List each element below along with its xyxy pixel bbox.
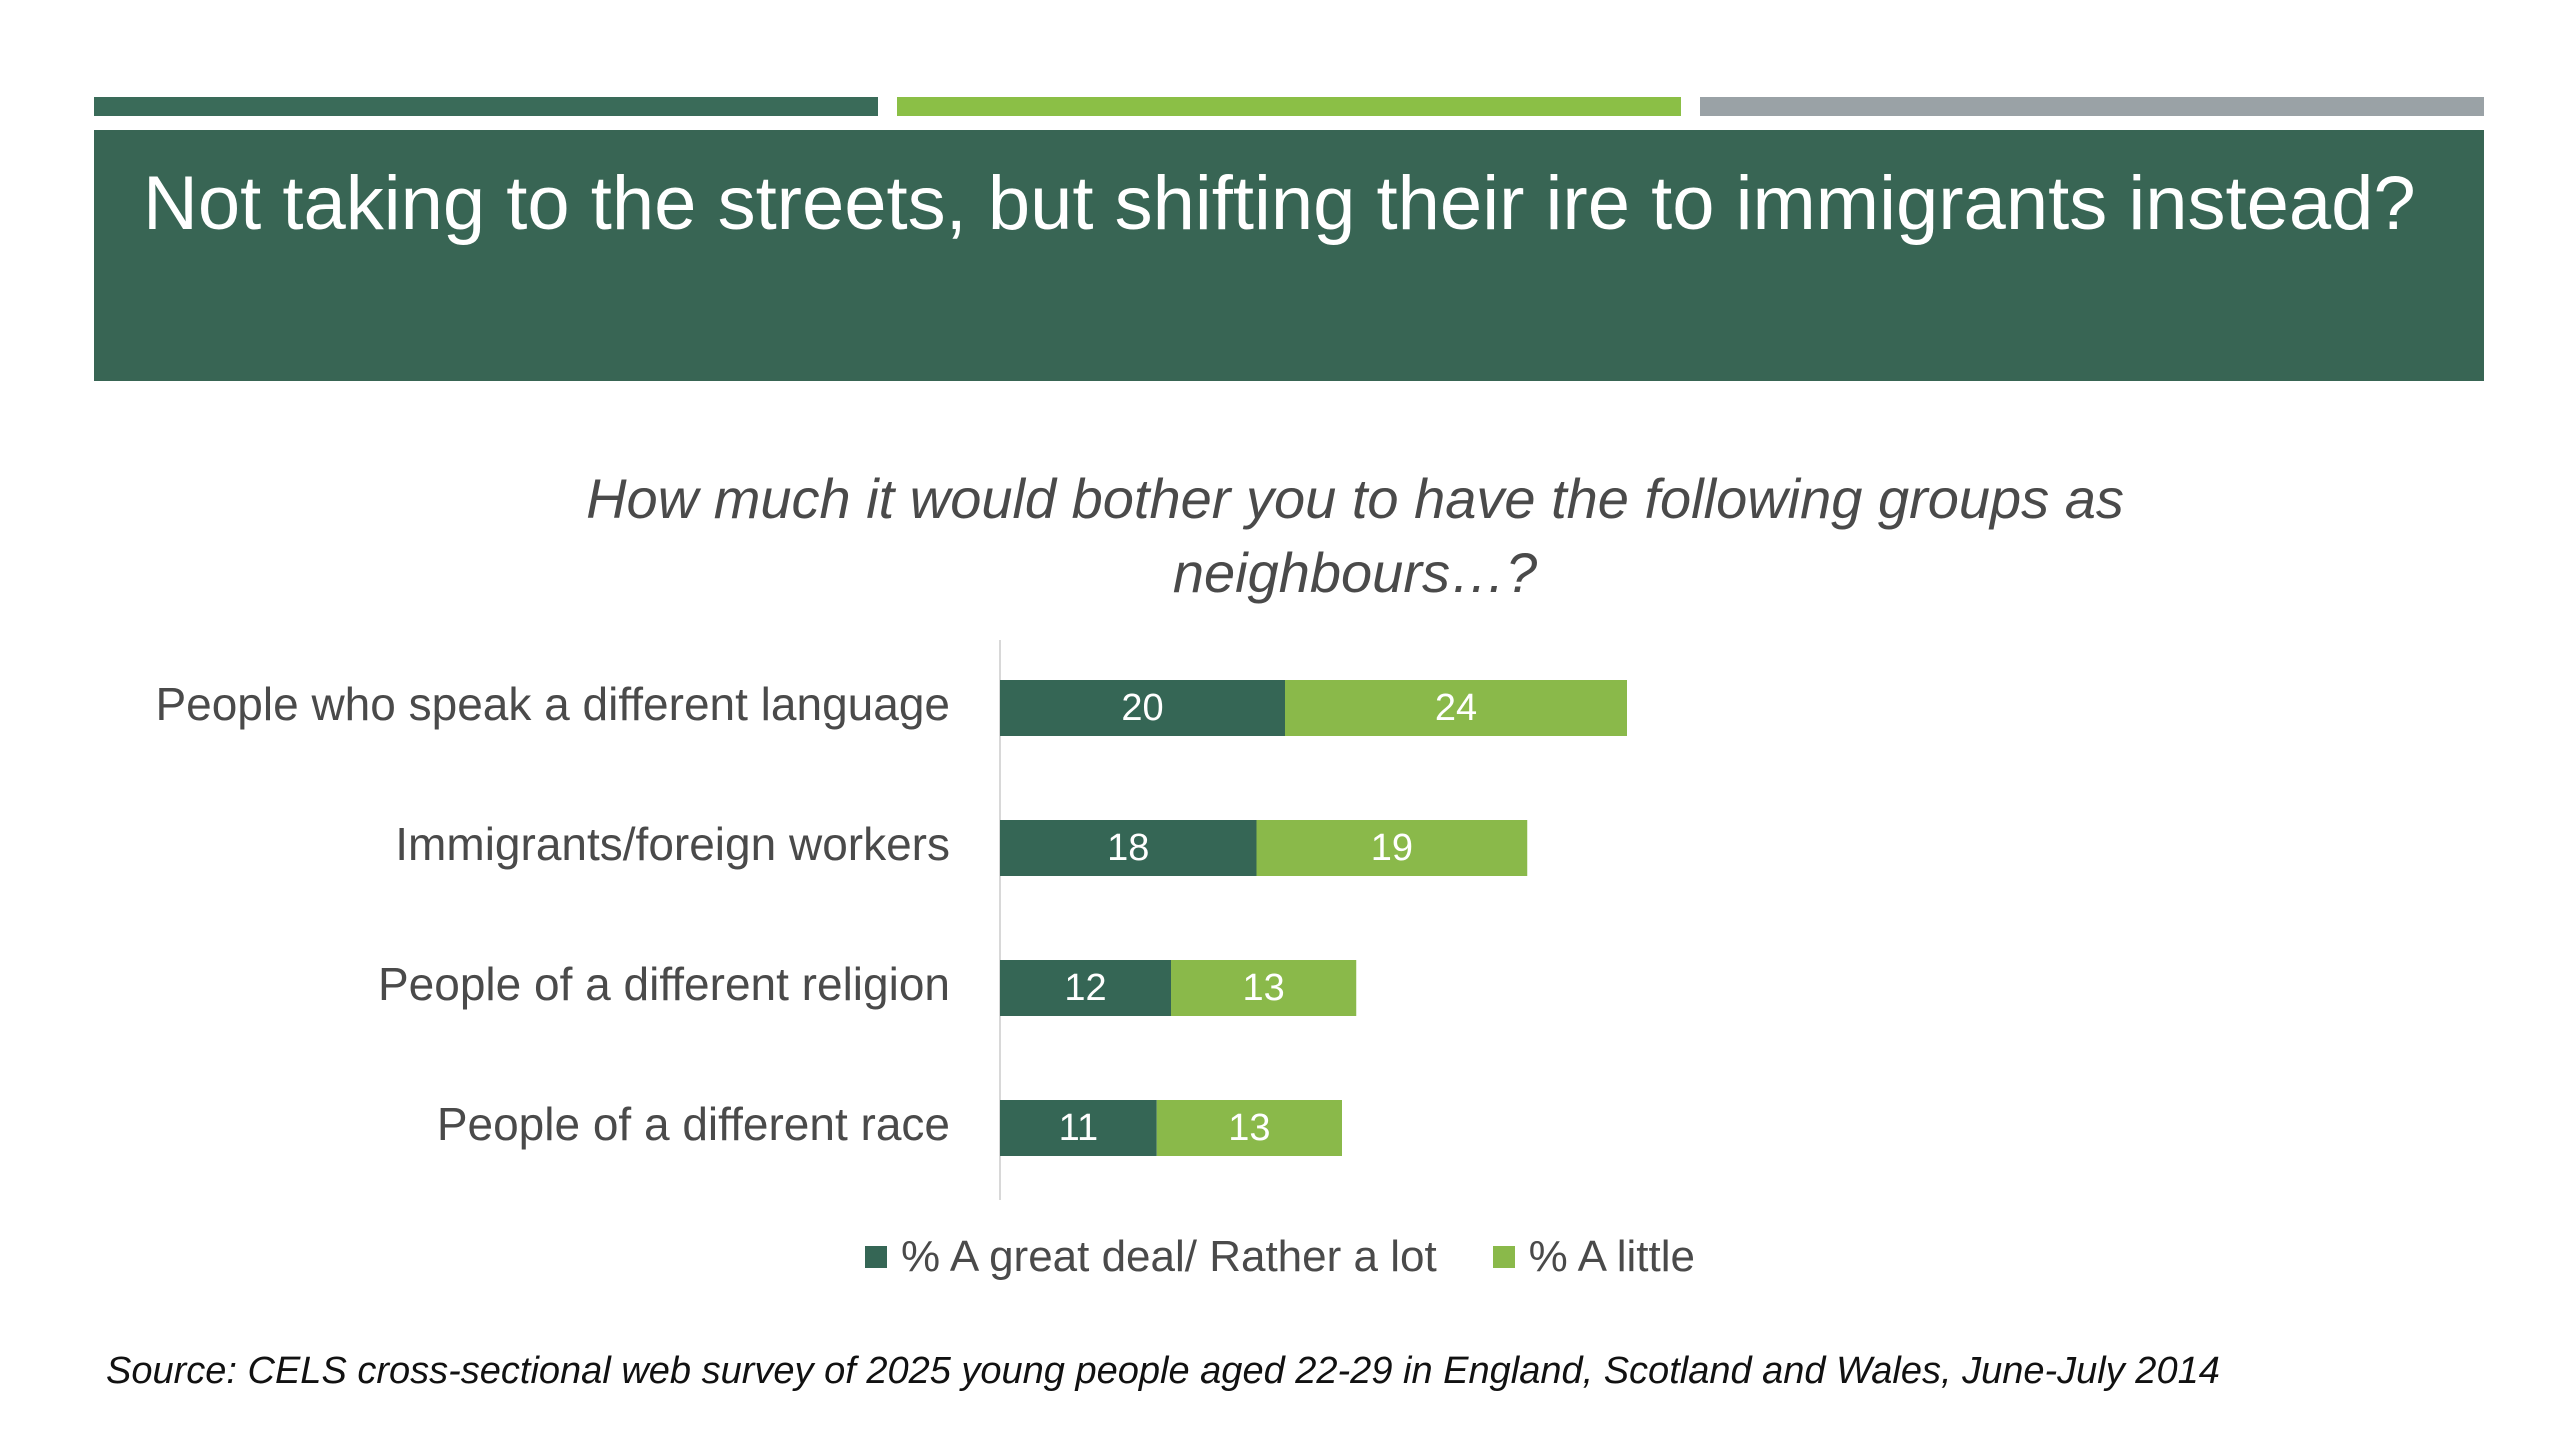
legend-swatch-light-green [1492, 1246, 1515, 1268]
accent-bar-grey [1700, 97, 2484, 116]
bar-value-label: 12 [1064, 967, 1106, 1009]
bar-segment-series-0 [1000, 960, 1171, 1016]
bar-value-label: 13 [1242, 967, 1284, 1009]
bar-segment-series-0 [1000, 820, 1257, 876]
legend-entry-a-little: % A little [1492, 1232, 1695, 1282]
bar-segment-series-1 [1285, 680, 1627, 736]
bar-segment-series-0 [1000, 1100, 1157, 1156]
category-label: People of a different race [437, 1098, 950, 1150]
category-label: People of a different religion [378, 958, 950, 1010]
bar-segment-series-1 [1256, 820, 1528, 876]
accent-bar-light-green [897, 97, 1681, 116]
title-banner: Not taking to the streets, but shifting … [94, 130, 2484, 381]
bar-segment-series-1 [1171, 960, 1357, 1016]
bar-value-label: 20 [1121, 687, 1163, 729]
bar-value-label: 18 [1107, 827, 1149, 869]
source-note: Source: CELS cross-sectional web survey … [106, 1350, 2220, 1392]
bar-value-label: 24 [1435, 687, 1477, 729]
bar-value-label: 11 [1059, 1107, 1098, 1149]
legend-swatch-dark-green [865, 1246, 887, 1268]
accent-bar-dark-green [94, 97, 878, 116]
bar-value-label: 19 [1371, 827, 1413, 869]
category-label: People who speak a different language [155, 678, 950, 730]
bar-segment-series-1 [1156, 1100, 1342, 1156]
legend-label-great-deal: % A great deal/ Rather a lot [901, 1232, 1437, 1281]
legend-entry-great-deal: % A great deal/ Rather a lot [865, 1232, 1437, 1282]
bar-value-label: 13 [1228, 1107, 1270, 1149]
category-label: Immigrants/foreign workers [395, 818, 950, 870]
chart-legend: % A great deal/ Rather a lot % A little [0, 1232, 2560, 1282]
slide-title: Not taking to the streets, but shifting … [143, 161, 2416, 246]
legend-label-a-little: % A little [1528, 1232, 1695, 1281]
bar-segment-series-0 [1000, 680, 1285, 736]
chart-title: How much it would bother you to have the… [586, 467, 2124, 604]
